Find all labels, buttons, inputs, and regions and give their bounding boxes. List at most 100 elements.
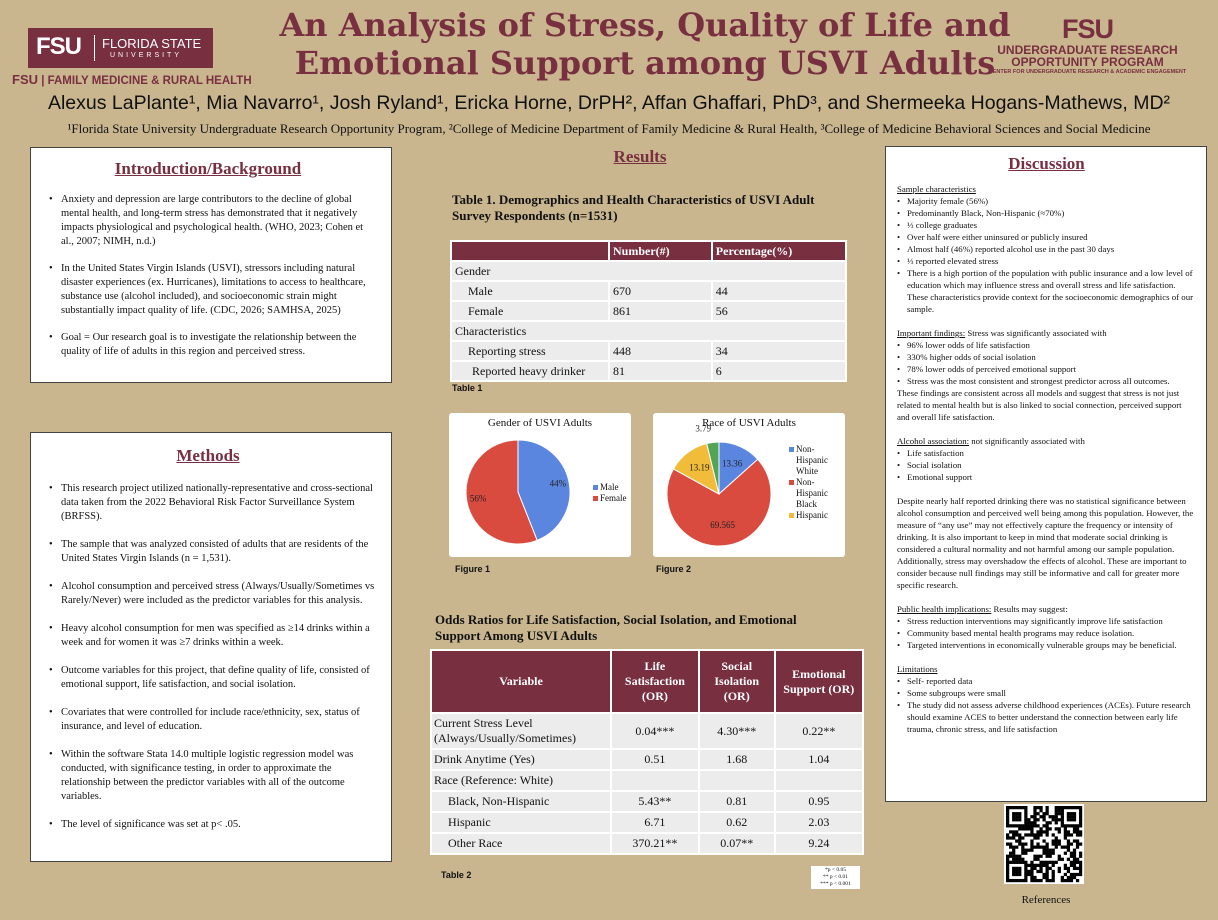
lead-text: not significantly associated with	[971, 436, 1085, 446]
qr-module	[1072, 866, 1077, 871]
qr-module	[1048, 848, 1052, 852]
table-cell: 0.62	[697, 811, 776, 834]
table-cell: 0.22**	[773, 712, 865, 750]
qr-module	[1045, 812, 1049, 816]
qr-module	[1045, 845, 1049, 849]
discussion-section: Public health implications: Results may …	[897, 603, 1196, 651]
qr-module	[1027, 872, 1031, 877]
bullet-item: Stress reduction interventions may signi…	[897, 615, 1196, 627]
qr-module	[1078, 866, 1083, 871]
qr-module	[1060, 824, 1064, 828]
qr-module	[1078, 872, 1083, 877]
empty-cell	[610, 769, 700, 792]
qr-module	[1015, 833, 1019, 837]
discussion-section: Alcohol association: not significantly a…	[897, 435, 1196, 591]
section-heading-line: Important findings: Stress was significa…	[897, 327, 1196, 339]
qr-module	[1072, 851, 1077, 855]
bullet-item: 330% higher odds of social isolation	[897, 351, 1196, 363]
qr-module	[1045, 854, 1049, 858]
qr-module	[1012, 836, 1016, 840]
table-row: Black, Non-Hispanic 5.43** 0.81 0.95	[430, 790, 865, 813]
qr-module	[1018, 806, 1022, 810]
qr-module	[1063, 851, 1067, 855]
paragraph: These findings are consistent across all…	[897, 388, 1182, 422]
legend-item: Male	[593, 482, 629, 493]
header-cell: Emotional Support (OR)	[773, 649, 865, 714]
qr-module	[1030, 845, 1034, 849]
qr-module	[1063, 830, 1067, 834]
group-cell: Gender	[450, 260, 847, 282]
qr-module	[1054, 860, 1058, 864]
qr-module	[1030, 821, 1034, 825]
qr-module	[1030, 860, 1034, 864]
demographics-table: Number(#) Percentage(%) Gender Male 670 44 Fem…	[450, 240, 848, 382]
table-row: Characteristics	[450, 320, 847, 342]
header-cell	[450, 240, 610, 262]
discussion-section: Sample characteristicsMajority female (5…	[897, 183, 1196, 315]
qr-module	[1063, 824, 1067, 828]
qr-module	[1024, 863, 1028, 867]
qr-module	[1075, 872, 1080, 877]
qr-module	[1012, 812, 1016, 816]
qr-module	[1054, 839, 1058, 843]
qr-module	[1015, 872, 1019, 877]
qr-module	[1024, 806, 1028, 810]
qr-module	[1051, 818, 1055, 822]
data-label: 56%	[470, 494, 487, 504]
qr-module	[1075, 839, 1080, 843]
qr-module	[1030, 827, 1034, 831]
table-cell: 2.03	[773, 811, 865, 834]
section-title: Introduction/Background	[114, 159, 302, 178]
qr-module	[1054, 815, 1058, 819]
qr-module	[1030, 878, 1034, 883]
fsu-logo: FSU FLORIDA STATE UNIVERSITY	[28, 28, 213, 68]
qr-module	[1045, 851, 1049, 855]
qr-module	[1030, 839, 1034, 843]
qr-module	[1054, 821, 1058, 825]
legend: Non-Hispanic White Non-Hispanic Black Hisp…	[789, 444, 839, 521]
logo-mark: FSU	[1062, 14, 1114, 44]
group-cell: Characteristics	[450, 320, 847, 342]
qr-module	[1045, 878, 1049, 883]
table-cell: 44	[710, 280, 848, 302]
qr-module	[1018, 842, 1022, 846]
data-label: 13.19	[689, 462, 710, 472]
chart-title: Race of USVI Adults	[702, 417, 796, 429]
qr-module	[1042, 830, 1046, 834]
qr-module	[1078, 863, 1083, 867]
figure-caption: Figure 2	[656, 564, 692, 574]
bullet-list: Self- reported dataSome subgroups were s…	[897, 675, 1196, 735]
legend-label: Female	[600, 493, 627, 503]
qr-module	[1051, 878, 1055, 883]
lead-text: Stress was significantly associated with	[967, 328, 1107, 338]
qr-module	[1015, 845, 1019, 849]
qr-module	[1069, 833, 1074, 837]
qr-module	[1045, 848, 1049, 852]
qr-module	[1009, 836, 1013, 840]
qr-module	[1015, 812, 1019, 816]
section-heading-line: Limitations	[897, 663, 1196, 675]
qr-module	[1027, 863, 1031, 867]
pie-slice	[706, 441, 720, 495]
qr-module	[1066, 866, 1071, 871]
qr-module	[1006, 875, 1010, 880]
qr-module	[1069, 812, 1074, 816]
section-title: Results	[613, 147, 667, 166]
qr-module	[1012, 857, 1016, 861]
empty-cell	[773, 769, 865, 792]
qr-module	[1075, 842, 1080, 846]
bullet-item: 96% lower odds of life satisfaction	[897, 339, 1196, 351]
qr-module	[1024, 812, 1028, 816]
bullet-item: The sample that was analyzed consisted o…	[39, 538, 377, 566]
qr-module	[1075, 827, 1080, 831]
qr-module	[1033, 818, 1037, 822]
pie-slice	[666, 458, 772, 547]
qr-module	[1024, 815, 1028, 819]
qr-module	[1036, 818, 1040, 822]
qr-module	[1054, 836, 1058, 840]
qr-module	[1057, 827, 1061, 831]
odds-ratio-table: Variable Life Satisfaction (OR) Social Iso…	[430, 649, 865, 855]
qr-module	[1024, 842, 1028, 846]
qr-module	[1033, 824, 1037, 828]
